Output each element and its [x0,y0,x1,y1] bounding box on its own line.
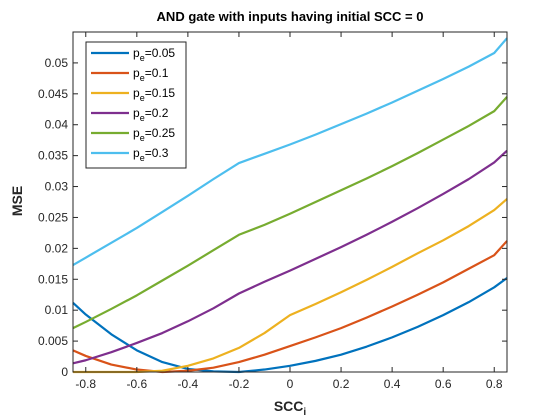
series-line-4 [72,149,508,365]
series-line-5 [72,96,508,330]
legend-box [85,41,187,169]
legend-label-6: pe=0.3 [133,146,169,163]
x-tick-label: 0.6 [435,377,452,391]
y-axis-label: MSE [9,186,25,216]
x-axis-label-sub: i [303,407,306,418]
y-tick-label: 0.025 [38,210,68,224]
chart-title: AND gate with inputs having initial SCC … [157,9,424,24]
y-axis-ticks: 0 0.005 0.01 0.015 0.02 0.025 0.03 0.035 0.04 0.0… [38,56,507,379]
legend-label-5: pe=0.25 [133,126,175,143]
x-axis-label-main: SCC [274,398,304,414]
y-tick-label: 0.005 [38,334,68,348]
y-tick-label: 0.02 [45,241,69,255]
y-tick-label: 0.03 [45,180,69,194]
x-tick-label: -0.8 [75,377,96,391]
legend-label-2: pe=0.1 [133,66,169,83]
series-line-1 [72,277,508,374]
x-tick-label: 0.8 [486,377,503,391]
x-tick-label: -0.4 [178,377,199,391]
x-axis-ticks: -0.8 -0.6 -0.4 -0.2 0 0.2 0.4 0.6 0.8 [75,32,503,391]
y-tick-label: 0.015 [38,272,68,286]
series-line-6 [72,37,508,267]
x-axis-label: SCCi [274,398,307,418]
legend: pe=0.05 pe=0.1 pe=0.15 pe=0.2 pe=0.25 pe=0.3 [85,41,187,169]
y-tick-label: 0.045 [38,87,68,101]
x-tick-label: -0.2 [229,377,250,391]
x-tick-label: 0.2 [333,377,350,391]
y-tick-label: 0 [61,365,68,379]
x-tick-label: 0.4 [384,377,401,391]
legend-label-3: pe=0.15 [133,86,175,103]
y-tick-label: 0.035 [38,149,68,163]
y-tick-label: 0.01 [45,303,69,317]
x-tick-label: 0 [287,377,294,391]
legend-label-4: pe=0.2 [133,106,169,123]
legend-label-1: pe=0.05 [133,46,175,63]
y-tick-label: 0.05 [45,56,69,70]
y-tick-label: 0.04 [45,118,69,132]
x-tick-label: -0.6 [126,377,147,391]
